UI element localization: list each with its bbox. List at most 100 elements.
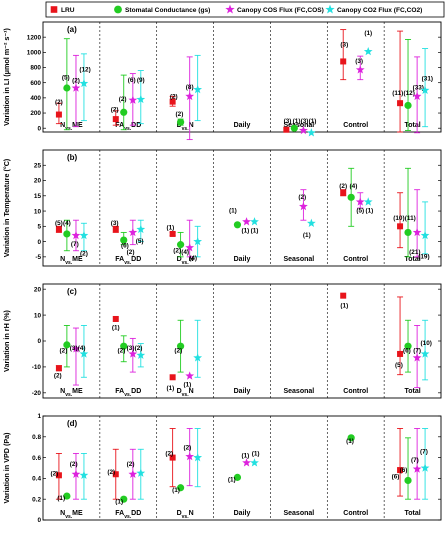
marker-fco2	[136, 224, 146, 234]
marker-fcos	[128, 227, 138, 237]
category-label: Nvs.ME	[60, 122, 83, 132]
sample-count-label: (1)	[229, 208, 237, 215]
sample-count-label: (6)	[400, 467, 408, 474]
sample-count-label: (2)	[54, 372, 62, 379]
data-point-fcos: (6)	[128, 73, 138, 126]
category-label: FAvs.DD	[115, 388, 141, 398]
data-point-gs: (2)	[174, 319, 185, 373]
sample-count-label: (2)	[165, 451, 173, 458]
data-point-lru: (2)	[169, 94, 178, 107]
sample-count-label: (4)	[78, 345, 86, 352]
category-label: FAvs.DD	[115, 256, 141, 266]
data-point-fcos: (21)	[409, 189, 422, 258]
data-point-fcos: (3)	[299, 118, 308, 135]
category-label: Daily	[234, 388, 251, 395]
sample-count-label: (11)	[392, 90, 403, 97]
sample-count-label: (21)	[409, 249, 420, 256]
sample-count-label: (1)	[252, 451, 260, 458]
sample-count-label: (5)	[62, 75, 70, 82]
sample-count-label: (4)	[350, 183, 358, 190]
category-label: Control	[343, 122, 368, 129]
sample-count-label: (1)	[303, 232, 311, 239]
category-label: Nvs.ME	[60, 388, 83, 398]
data-point-fcos: (7)	[412, 325, 422, 389]
y-tick-label: 0.8	[32, 434, 41, 441]
marker-lru	[340, 189, 347, 196]
category-label: Daily	[234, 122, 251, 129]
marker-gs	[63, 230, 71, 238]
marker-lru	[112, 116, 119, 123]
y-axis-label: Variation in LI (μmol m⁻² s⁻¹)	[2, 27, 11, 125]
panel-4: 0 0.2 0.4 0.6 0.8 1 Variation in VPD (Pa) (d) Nv…	[2, 413, 442, 524]
sample-count-label: (7)	[71, 241, 79, 248]
marker-lru	[112, 471, 119, 478]
marker-fco2	[79, 470, 89, 479]
marker-fco2	[193, 353, 203, 362]
category-label: Total	[404, 388, 420, 395]
marker-gs	[63, 84, 71, 92]
marker-gs	[347, 434, 355, 442]
marker-fcos	[71, 469, 81, 478]
data-point-fcos: (1)	[242, 217, 251, 234]
legend-marker-fcos	[225, 4, 235, 14]
category-label: Total	[404, 122, 420, 129]
marker-gs	[120, 495, 128, 503]
data-point-fco2	[136, 448, 146, 500]
data-point-fco2: (1)	[250, 217, 259, 234]
sample-count-label: (1)	[166, 224, 174, 231]
marker-fcos	[128, 95, 138, 104]
y-tick-label: 0	[37, 239, 41, 246]
data-point-fco2: (4)	[189, 225, 203, 262]
marker-gs	[63, 341, 71, 349]
category-label: Control	[343, 256, 368, 263]
plot-frame	[42, 21, 442, 133]
data-point-lru: (10)	[393, 192, 405, 249]
data-point-fco2: (1)	[250, 451, 260, 467]
sample-count-label: (4)	[181, 249, 189, 256]
sample-count-label: (12)	[79, 66, 90, 73]
sample-count-label: (7)	[411, 457, 419, 464]
legend-entry-lru: LRU	[50, 6, 75, 14]
data-point-gs: (1)	[57, 492, 71, 502]
marker-gs	[233, 473, 242, 481]
marker-lru	[397, 100, 404, 107]
marker-lru	[283, 126, 290, 133]
data-point-gs: (1)	[346, 434, 355, 445]
data-point-lru: (2)	[55, 99, 63, 125]
plot-frame	[42, 149, 442, 267]
category-label: Seasonal	[283, 256, 314, 263]
marker-fco2	[420, 463, 430, 472]
y-axis-label: Variation in Temperature (°C)	[2, 158, 11, 257]
marker-gs	[290, 124, 298, 132]
sample-count-label: (2)	[127, 461, 135, 468]
category-label: FAvs.DD	[115, 122, 141, 132]
marker-fco2	[420, 230, 430, 240]
marker-fcos	[185, 243, 195, 252]
data-point-fcos: (4)	[181, 219, 195, 258]
sample-count-label: (3)	[355, 58, 363, 65]
marker-gs	[404, 476, 412, 485]
marker-fcos	[185, 451, 195, 461]
y-tick-label: 800	[30, 65, 41, 72]
data-point-gs: (2)	[118, 335, 128, 363]
data-point-fco2: (7)	[420, 428, 430, 500]
marker-fco2	[363, 197, 373, 206]
y-tick-label: 600	[30, 80, 41, 87]
marker-lru	[112, 315, 119, 322]
panel-2: -5 0 5 10 15 20 25 Variation in Temperature (°C…	[2, 149, 442, 267]
data-point-fcos: (1)	[242, 453, 251, 467]
data-point-fcos: (2)	[70, 452, 81, 500]
data-point-gs: (1)	[228, 473, 242, 484]
data-point-fco2: (1)	[303, 218, 316, 239]
marker-lru	[55, 111, 62, 118]
category-label: Total	[404, 510, 420, 517]
data-point-gs: (6)	[403, 319, 412, 373]
sample-count-label: (1)	[115, 498, 123, 505]
legend-label-lru: LRU	[61, 7, 75, 14]
legend: LRU Stomatal Conductance (gs) Canopy COS F…	[45, 1, 445, 18]
category-label: Daily	[234, 256, 251, 263]
data-point-lru: (2)	[50, 452, 62, 500]
data-point-lru: (2)	[107, 448, 119, 500]
marker-fco2	[420, 349, 430, 358]
sample-count-label: (10)	[421, 340, 432, 347]
